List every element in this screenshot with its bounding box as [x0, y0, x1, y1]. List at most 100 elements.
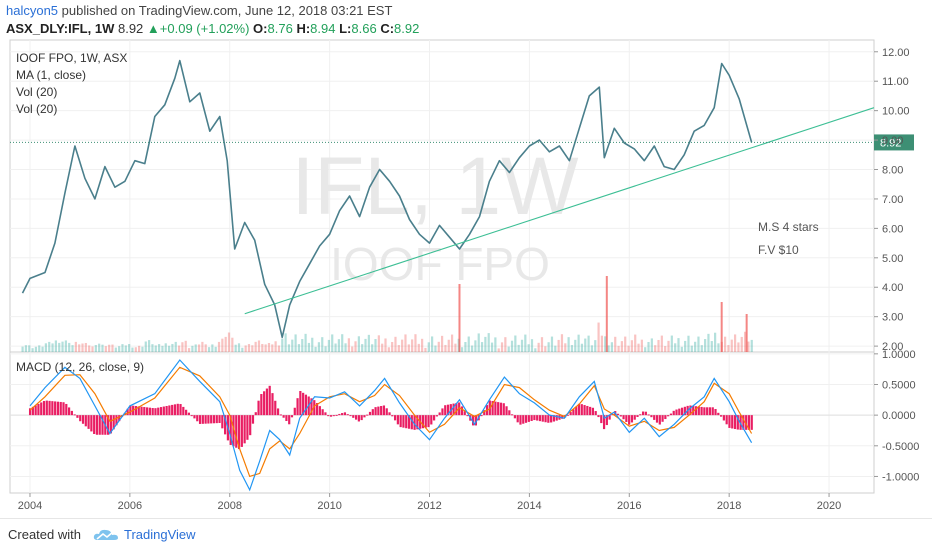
legend-title[interactable]: IOOF FPO, 1W, ASX — [16, 51, 127, 65]
volume-bar — [714, 332, 717, 352]
macd-histogram-bar — [154, 408, 157, 416]
macd-histogram-bar — [296, 398, 299, 416]
macd-histogram-bar — [249, 415, 252, 436]
macd-histogram-bar — [385, 408, 388, 416]
price-pane[interactable] — [9, 39, 875, 353]
price-axis[interactable]: 12.00 11.00 10.00 9.00 8.00 7.00 6.00 5.00 4.00 3… — [874, 47, 910, 353]
macd-histogram-bar — [221, 415, 224, 429]
volume-bar — [118, 346, 121, 352]
volume-bar — [264, 344, 267, 352]
volume-bar — [201, 341, 204, 352]
volume-bar — [441, 335, 444, 352]
time-tick-label: 2012 — [417, 500, 441, 512]
volume-bar — [221, 338, 224, 352]
macd-histogram-bar — [159, 407, 163, 416]
volume-bar — [540, 337, 544, 352]
macd-histogram-bar — [299, 391, 302, 416]
macd-histogram-bar — [346, 414, 349, 416]
macd-histogram-bar — [650, 415, 653, 418]
volume-bar — [687, 335, 690, 352]
macd-histogram-bar — [187, 412, 190, 416]
high-label: H: — [296, 21, 311, 36]
volume-bar — [354, 341, 357, 352]
volume-bar — [630, 340, 633, 352]
macd-histogram-bar — [182, 406, 185, 416]
annotation-rating[interactable]: M.S 4 stars — [758, 220, 819, 234]
volume-bar — [94, 345, 97, 352]
macd-histogram-bar — [619, 415, 622, 417]
macd-tick-label: 0.0000 — [882, 410, 916, 422]
time-tick-label: 2010 — [317, 500, 341, 512]
macd-histogram-bar — [733, 415, 737, 430]
volume-bar — [607, 345, 610, 352]
macd-tick-label: -1.0000 — [882, 471, 919, 483]
legend-ma[interactable]: MA (1, close) — [16, 68, 86, 82]
volume-bar — [477, 333, 480, 352]
volume-bar — [254, 341, 257, 352]
volume-bar — [294, 334, 297, 352]
volume-bar — [507, 346, 510, 352]
chart-svg[interactable]: IFL, 1W IOOF FPO 8.92 12.00 11.00 10.00 9.0… — [0, 38, 932, 518]
macd-histogram-bar — [349, 415, 352, 417]
symbol-label[interactable]: ASX_DLY:IFL, 1W — [6, 21, 115, 36]
volume-bar — [454, 343, 457, 352]
macd-histogram-bar — [173, 404, 177, 416]
macd-histogram-bar — [157, 407, 160, 416]
author-link[interactable]: halcyon5 — [6, 3, 59, 18]
macd-histogram-bar — [140, 406, 143, 416]
macd-histogram-bar — [641, 411, 645, 416]
volume-bar — [267, 342, 271, 352]
annotation-fair-value[interactable]: F.V $10 — [758, 243, 799, 257]
macd-histogram-bar — [335, 414, 338, 416]
volume-bar — [364, 338, 367, 352]
volume-bar — [517, 344, 520, 352]
time-tick-label: 2004 — [18, 500, 42, 512]
volume-bar — [644, 347, 647, 352]
chart-area[interactable]: IFL, 1W IOOF FPO 8.92 12.00 11.00 10.00 9.0… — [0, 38, 932, 518]
time-tick-label: 2014 — [517, 500, 541, 512]
macd-histogram-bar — [472, 415, 475, 426]
volume-bar — [108, 344, 111, 352]
macd-histogram-bar — [198, 415, 202, 424]
macd-histogram-bar — [594, 411, 597, 416]
volume-bar — [327, 339, 330, 352]
volume-bar — [664, 346, 667, 352]
price-line — [21, 59, 753, 339]
time-axis[interactable]: 2004 2006 2008 2010 2012 2014 2016 2018 2020 — [18, 493, 842, 512]
macd-histogram-bar — [455, 403, 458, 416]
volume-bar — [177, 345, 181, 352]
price-change: +0.09 (+1.02%) — [159, 21, 250, 36]
open-label: O: — [253, 21, 268, 36]
volume-bar — [357, 336, 360, 352]
macd-histogram-bar — [176, 403, 179, 416]
legend-macd[interactable]: MACD (12, 26, close, 9) — [16, 360, 144, 374]
macd-histogram-bar — [212, 415, 216, 424]
high-value: 8.94 — [310, 21, 336, 36]
publish-line: halcyon5 published on TradingView.com, J… — [6, 2, 926, 20]
last-price: 8.92 — [117, 21, 144, 36]
macd-histogram-bar — [622, 415, 625, 420]
macd-histogram-bar — [530, 415, 533, 421]
volume-bar — [447, 339, 450, 352]
legend-vol-2[interactable]: Vol (20) — [16, 102, 57, 116]
legend-vol-1[interactable]: Vol (20) — [16, 85, 57, 99]
macd-histogram-bar — [661, 415, 664, 422]
macd-histogram-bar — [589, 406, 592, 416]
macd-histogram-bar — [647, 414, 650, 416]
macd-histogram-bar — [288, 415, 291, 425]
macd-histogram-bar — [630, 415, 634, 423]
volume-bar — [577, 334, 580, 352]
volume-bar — [128, 344, 131, 352]
tradingview-brand[interactable]: TradingView — [124, 527, 196, 542]
macd-histogram-bar — [327, 415, 330, 417]
macd-histogram-bar — [215, 415, 218, 424]
price-tick-label: 8.00 — [882, 165, 903, 177]
volume-bar — [68, 342, 71, 352]
volume-bar — [514, 335, 517, 352]
volume-bar — [750, 339, 753, 352]
macd-histogram-bar — [260, 394, 263, 416]
price-tick-label: 5.00 — [882, 253, 903, 265]
macd-axis[interactable]: 1.0000 0.5000 0.0000 -0.5000 -1.0000 — [874, 349, 919, 484]
volume-bar — [590, 345, 594, 352]
macd-histogram-bar — [290, 415, 294, 418]
